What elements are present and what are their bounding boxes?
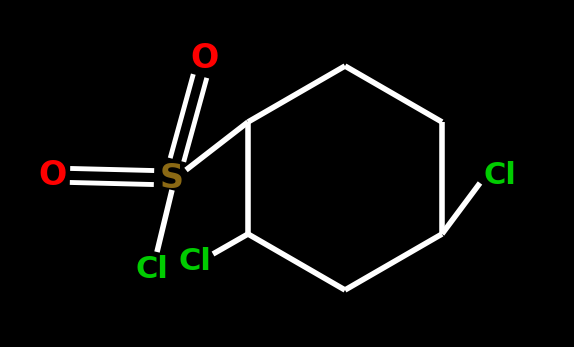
Text: O: O xyxy=(191,42,219,75)
Text: Cl: Cl xyxy=(483,161,517,189)
Text: Cl: Cl xyxy=(135,255,168,285)
Text: Cl: Cl xyxy=(179,247,211,277)
Text: S: S xyxy=(160,161,184,195)
Text: O: O xyxy=(38,159,66,192)
